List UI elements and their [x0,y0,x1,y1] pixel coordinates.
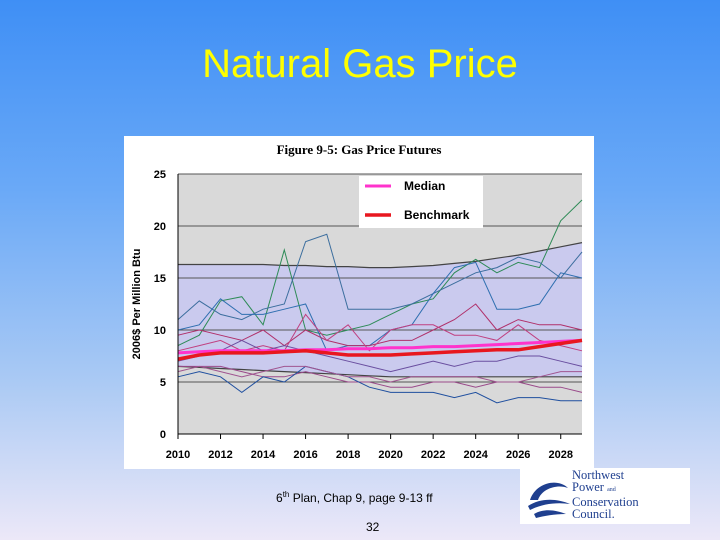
series-line-futures-1 [177,199,583,347]
caption-number: 6 [276,491,283,505]
y-tick-label: 0 [160,429,166,441]
y-tick-label: 25 [154,169,166,181]
x-tick-label: 2014 [251,449,276,461]
axes: 0 5 10 15 20 25 2010 2012 2014 2016 2018 2020 2022 20… [154,169,582,461]
y-tick-label: 15 [154,273,166,285]
gas-price-chart: Figure 9-5: Gas Price Futures 0 5 10 15 20 25… [131,142,583,461]
slide-caption: 6th Plan, Chap 9, page 9-13 ff [276,490,433,505]
x-tick-label: 2020 [378,449,402,461]
x-tick-label: 2026 [506,449,530,461]
series-line-futures-6 [177,339,583,373]
x-tick-label: 2022 [421,449,445,461]
band-lower-line [177,365,582,378]
series-line-median [177,338,583,355]
logo-line-2: Power and [572,481,692,496]
series-line-futures-2 [177,233,583,321]
series-line-futures-8 [177,365,582,404]
chart-title: Figure 9-5: Gas Price Futures [277,142,442,157]
band-area [178,242,582,377]
series-lines [177,199,583,404]
logo-line-4: Council. [572,507,615,521]
x-tick-label: 2010 [166,449,190,461]
uncertainty-band [177,242,583,378]
legend-label-benchmark: Benchmark [404,208,470,222]
x-tick-label: 2018 [336,449,360,461]
caption-text: Plan, Chap 9, page 9-13 ff [289,491,433,505]
x-tick-label: 2028 [548,449,572,461]
council-logo-text: Northwest Power and Conservation Council… [572,468,692,521]
x-tick-label: 2024 [463,449,488,461]
logo-power: Power [572,480,604,494]
council-logo [520,468,690,524]
series-line-futures-3 [177,261,583,352]
logo-and: and [607,487,616,493]
series-line-futures-4 [177,303,583,347]
slide-title: Natural Gas Price [202,42,518,86]
band-upper-line [178,242,583,269]
page-number: 32 [366,520,380,534]
legend-label-median: Median [404,179,445,193]
y-axis-label: 2006$ Per Million Btu [131,249,143,360]
swirl-logo-icon [528,482,570,518]
series-line-benchmark [177,338,583,361]
y-tick-label: 5 [160,377,166,389]
chart-frame: Figure 9-5: Gas Price Futures 0 5 10 15 20 25… [124,136,594,469]
logo-line-1: Northwest [572,468,625,482]
x-tick-label: 2016 [293,449,317,461]
x-tick-label: 2012 [208,449,232,461]
logo-line-3: Conservation [572,495,639,509]
caption-superscript: th [282,490,290,499]
y-tick-label: 20 [154,221,166,233]
series-line-futures-9 [177,365,582,383]
y-tick-label: 10 [154,325,166,337]
chart-legend: Median Benchmark [359,176,483,228]
